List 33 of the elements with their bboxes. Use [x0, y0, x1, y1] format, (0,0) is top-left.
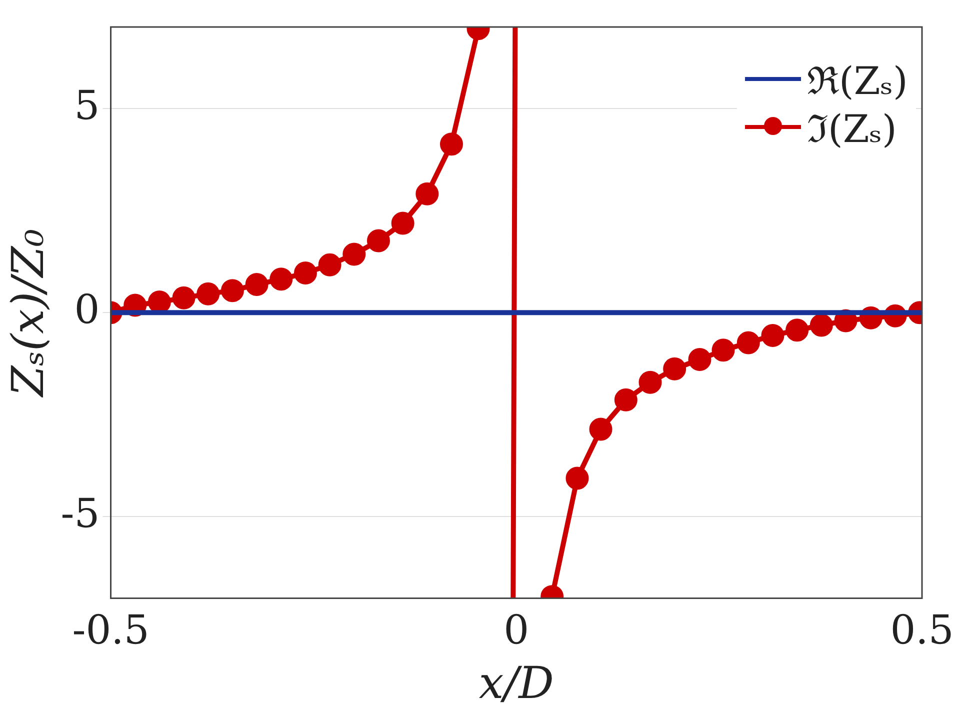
- point: [220, 279, 244, 302]
- point: [712, 338, 735, 362]
- point: [614, 388, 638, 412]
- point: [391, 212, 414, 235]
- x-tick-label: 0: [504, 608, 530, 654]
- y-tick-label: -5: [60, 490, 100, 537]
- point: [318, 253, 342, 276]
- point: [663, 357, 686, 380]
- point: [172, 286, 196, 310]
- y-tick-label: 5: [74, 82, 100, 129]
- x-axis-title: x/D: [478, 658, 554, 710]
- legend-label: ℑ(Zₛ): [807, 107, 897, 151]
- point: [736, 331, 760, 354]
- point: [638, 370, 662, 394]
- y-tick-label: 0: [74, 286, 100, 333]
- point: [566, 466, 589, 490]
- point: [245, 272, 268, 296]
- point: [810, 314, 833, 337]
- point: [196, 282, 220, 306]
- y-axis-title: Zₛ(x)/Z₀: [2, 228, 54, 398]
- point: [416, 182, 439, 206]
- point: [294, 262, 317, 285]
- point: [761, 324, 784, 347]
- point: [366, 229, 390, 252]
- legend-label: ℜ(Zₛ): [807, 58, 908, 105]
- point: [786, 318, 809, 342]
- x-tick-label: 0.5: [890, 608, 954, 654]
- x-tick-label: -0.5: [72, 608, 150, 654]
- point: [440, 132, 463, 156]
- point: [688, 348, 712, 372]
- point: [270, 268, 293, 291]
- point: [342, 242, 366, 266]
- point: [589, 418, 612, 441]
